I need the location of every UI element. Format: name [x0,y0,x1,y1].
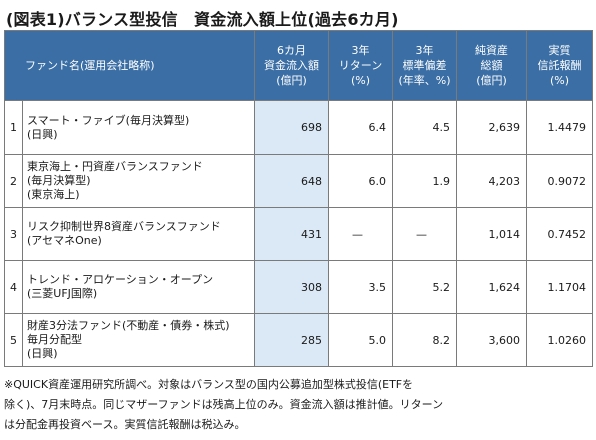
header-inflow-line: (億円) [276,74,307,87]
header-stdev-line: (年率、%) [398,74,451,87]
table-row: 1 スマート・ファイブ(毎月決算型) (日興) 698 6.4 4.5 2,63… [4,100,593,155]
return-cell: 3.5 [328,260,393,314]
fund-name-cell: リスク抑制世界8資産バランスファンド (アセマネOne) [22,207,255,261]
fund-name-line: (毎月決算型) [27,174,91,187]
fund-name-line: トレンド・アロケーション・オープン [27,273,214,286]
fund-name-line: (アセマネOne) [27,234,102,247]
rank-cell: 2 [4,154,23,208]
fund-name-line: スマート・ファイブ(毎月決算型) [27,113,190,127]
net-assets-cell: 2,639 [456,100,527,155]
header-fee-line: 信託報酬 [537,59,582,72]
header-net-assets-line: 純資産 [475,44,508,57]
fund-name-line: 毎月分配型 [27,333,82,346]
fee-cell: 1.4479 [526,100,593,155]
fund-name-cell: 東京海上・円資産バランスファンド (毎月決算型) (東京海上) [22,154,255,208]
net-assets-cell: 3,600 [456,313,527,367]
header-stdev-line: 標準偏差 [402,59,447,72]
header-inflow-line: 資金流入額 [264,59,319,72]
header-return-line: 3年 [351,44,370,57]
fund-name-cell: トレンド・アロケーション・オープン (三菱UFJ国際) [22,260,255,314]
stdev-cell: 1.9 [392,154,457,208]
rank-cell: 3 [4,207,23,261]
inflow-cell: 308 [254,260,329,314]
footnote: ※QUICK資産運用研究所調べ。対象はバランス型の国内公募追加型株式投信(ETF… [4,375,592,435]
rank-cell: 5 [4,313,23,367]
fee-cell: 1.0260 [526,313,593,367]
inflow-cell: 698 [254,100,329,155]
header-fee-line: 実質 [548,44,571,57]
table-row: 2 東京海上・円資産バランスファンド (毎月決算型) (東京海上) 648 6.… [4,154,593,208]
fee-cell: 0.9072 [526,154,593,208]
header-return-line: リターン [338,59,383,72]
stdev-cell: — [392,207,457,261]
header-inflow: 6カ月 資金流入額 (億円) [254,30,329,101]
net-assets-cell: 4,203 [456,154,527,208]
header-stdev-line: 3年 [415,44,434,57]
fee-cell: 1.1704 [526,260,593,314]
fee-cell: 0.7452 [526,207,593,261]
table-row: 4 トレンド・アロケーション・オープン (三菱UFJ国際) 308 3.5 5.… [4,260,593,314]
fund-name-line: 財産3分法ファンド(不動産・債券・株式) [27,319,230,332]
figure-title: (図表1)バランス型投信 資金流入額上位(過去6カ月) [6,10,399,29]
header-fee: 実質 信託報酬 (%) [526,30,593,101]
fund-name-cell: 財産3分法ファンド(不動産・債券・株式) 毎月分配型 (日興) [22,313,255,367]
header-return-line: (%) [350,74,371,87]
return-cell: 5.0 [328,313,393,367]
inflow-cell: 431 [254,207,329,261]
footnote-line: 除く)、7月末時点。同じマザーファンドは残高上位のみ。資金流入額は推計値。リター… [4,398,444,411]
header-stdev: 3年 標準偏差 (年率、%) [392,30,457,101]
table-row: 3 リスク抑制世界8資産バランスファンド (アセマネOne) 431 — — 1… [4,207,593,261]
table-header-row: ファンド名(運用会社略称) 6カ月 資金流入額 (億円) 3年 リターン (%)… [4,30,593,101]
fund-name-line: (三菱UFJ国際) [27,287,98,300]
stdev-cell: 4.5 [392,100,457,155]
fund-name-line: (日興) [27,127,58,141]
footnote-line: ※QUICK資産運用研究所調べ。対象はバランス型の国内公募追加型株式投信(ETF… [4,378,414,391]
header-net-assets-line: 総額 [480,59,503,72]
return-cell: 6.4 [328,100,393,155]
fund-name-cell: スマート・ファイブ(毎月決算型) (日興) [22,100,255,155]
header-return: 3年 リターン (%) [328,30,393,101]
fund-name-line: (日興) [27,347,58,360]
header-net-assets-line: (億円) [476,74,507,87]
fund-name-line: (東京海上) [27,188,80,201]
table-row: 5 財産3分法ファンド(不動産・債券・株式) 毎月分配型 (日興) 285 5.… [4,313,593,367]
footnote-line: は分配金再投資ベース。実質信託報酬は税込み。 [4,418,246,431]
net-assets-cell: 1,014 [456,207,527,261]
fund-name-line: リスク抑制世界8資産バランスファンド [27,220,221,233]
header-inflow-line: 6カ月 [277,44,306,57]
inflow-cell: 285 [254,313,329,367]
stdev-cell: 8.2 [392,313,457,367]
rank-cell: 4 [4,260,23,314]
fund-name-line: 東京海上・円資産バランスファンド [27,160,203,173]
rank-cell: 1 [4,100,23,155]
net-assets-cell: 1,624 [456,260,527,314]
return-cell: — [328,207,393,261]
header-fee-line: (%) [549,74,570,87]
header-fund-name: ファンド名(運用会社略称) [4,30,255,101]
stdev-cell: 5.2 [392,260,457,314]
return-cell: 6.0 [328,154,393,208]
header-net-assets: 純資産 総額 (億円) [456,30,527,101]
fund-ranking-table: ファンド名(運用会社略称) 6カ月 資金流入額 (億円) 3年 リターン (%)… [4,30,593,367]
inflow-cell: 648 [254,154,329,208]
